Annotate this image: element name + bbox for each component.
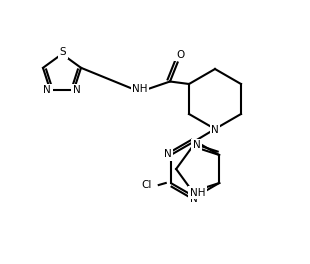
Text: N: N xyxy=(43,85,51,95)
Text: NH: NH xyxy=(190,188,205,198)
Text: Cl: Cl xyxy=(142,180,152,190)
Text: N: N xyxy=(73,85,81,95)
Text: N: N xyxy=(164,149,172,159)
Text: N: N xyxy=(211,125,219,135)
Text: S: S xyxy=(60,47,66,57)
Text: O: O xyxy=(176,50,184,59)
Text: NH: NH xyxy=(132,84,148,94)
Text: N: N xyxy=(193,140,201,150)
Text: N: N xyxy=(190,194,198,204)
